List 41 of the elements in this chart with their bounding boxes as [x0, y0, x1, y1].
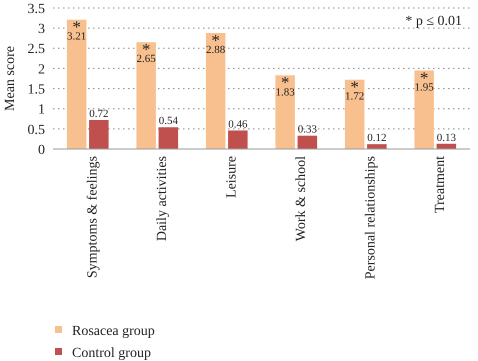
bar [367, 144, 387, 149]
bar [89, 120, 109, 149]
data-label: 0.72 [89, 108, 108, 120]
bar [275, 75, 295, 149]
bar [158, 127, 178, 149]
bar [206, 32, 226, 149]
data-label: 0.33 [298, 124, 318, 136]
bar [228, 130, 248, 149]
bar [66, 20, 86, 149]
bar [298, 136, 318, 149]
x-tick-label: Treatment [433, 156, 448, 214]
y-tick-label: 3.5 [28, 2, 45, 17]
data-label: 0.54 [158, 115, 178, 128]
y-tick-label: 0 [38, 142, 45, 158]
legend-label: Rosacea group [72, 324, 155, 339]
x-tick-label: Symptoms & feelings [86, 156, 101, 278]
data-label: 1.83 [276, 86, 296, 98]
x-tick-label: Daily activities [155, 156, 170, 242]
bar [136, 42, 156, 149]
y-tick-label: 2 [38, 62, 45, 78]
data-label: 3.21 [67, 30, 86, 43]
data-label: 0.46 [228, 118, 248, 130]
data-label: 0.12 [367, 132, 386, 144]
annotation: * p ≤ 0.01 [405, 14, 462, 29]
bar [344, 80, 364, 149]
y-axis-title: Mean score [3, 46, 18, 111]
legend-label: Control group [72, 346, 151, 361]
bar [414, 70, 434, 149]
y-tick-label: 1.5 [28, 82, 45, 98]
x-tick-label: Leisure [224, 156, 240, 198]
data-label: 2.65 [136, 53, 156, 66]
data-label: 1.95 [414, 81, 434, 94]
y-tick-label: 1 [38, 102, 45, 118]
data-label: 0.13 [436, 132, 456, 144]
data-label: 2.88 [206, 44, 226, 56]
x-tick-label: Work & school [294, 156, 310, 242]
y-tick-label: 0.5 [28, 122, 45, 138]
x-tick-label: Personal relationships [364, 156, 379, 280]
y-tick-label: 3 [38, 22, 45, 38]
y-tick-label: 2.5 [28, 42, 45, 58]
data-label: 1.72 [345, 90, 364, 103]
